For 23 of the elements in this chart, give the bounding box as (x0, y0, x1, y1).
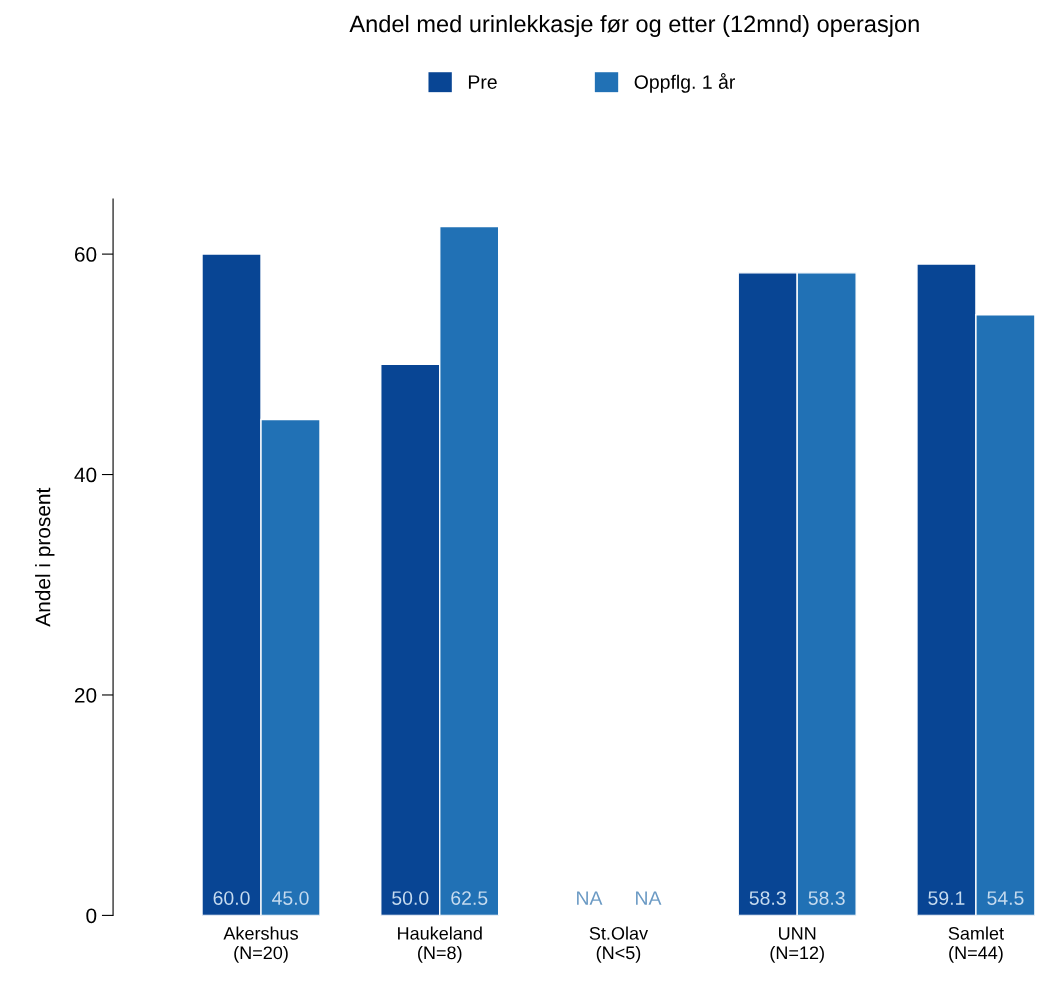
y-tick-label: 0 (86, 908, 97, 924)
x-tick-label: Haukeland (N=8) (398, 926, 482, 963)
data-label: 54.5 (987, 891, 1024, 905)
data-label: 58.3 (749, 891, 786, 905)
data-label: 59.1 (928, 891, 965, 905)
text: NA (577, 891, 603, 905)
data-label: 62.5 (451, 891, 488, 905)
x-tick-label: Akershus (N=20) (223, 926, 298, 963)
legend-label: Oppflg. 1 år (634, 73, 736, 93)
y-axis-title: Andel i prosent (35, 487, 55, 627)
data-label: 60.0 (213, 891, 250, 905)
data-label: 45.0 (272, 891, 309, 905)
x-tick-label: UNN (N=12) (770, 927, 824, 963)
x-tick-label: Samlet (N=44) (948, 926, 1004, 963)
data-label: 50.0 (392, 891, 429, 905)
x-tick-label: St.Olav (N<5) (589, 926, 649, 963)
chart-title: Andel med urinlekkasje før og etter (12mnd) operasjon (349, 14, 919, 37)
y-tick-label: 60 (74, 247, 97, 262)
y-tick-label: 40 (74, 467, 97, 483)
legend-label: Pre (468, 75, 497, 89)
data-label: 58.3 (808, 891, 845, 905)
y-tick-label: 20 (74, 687, 97, 703)
text: NA (636, 891, 662, 905)
